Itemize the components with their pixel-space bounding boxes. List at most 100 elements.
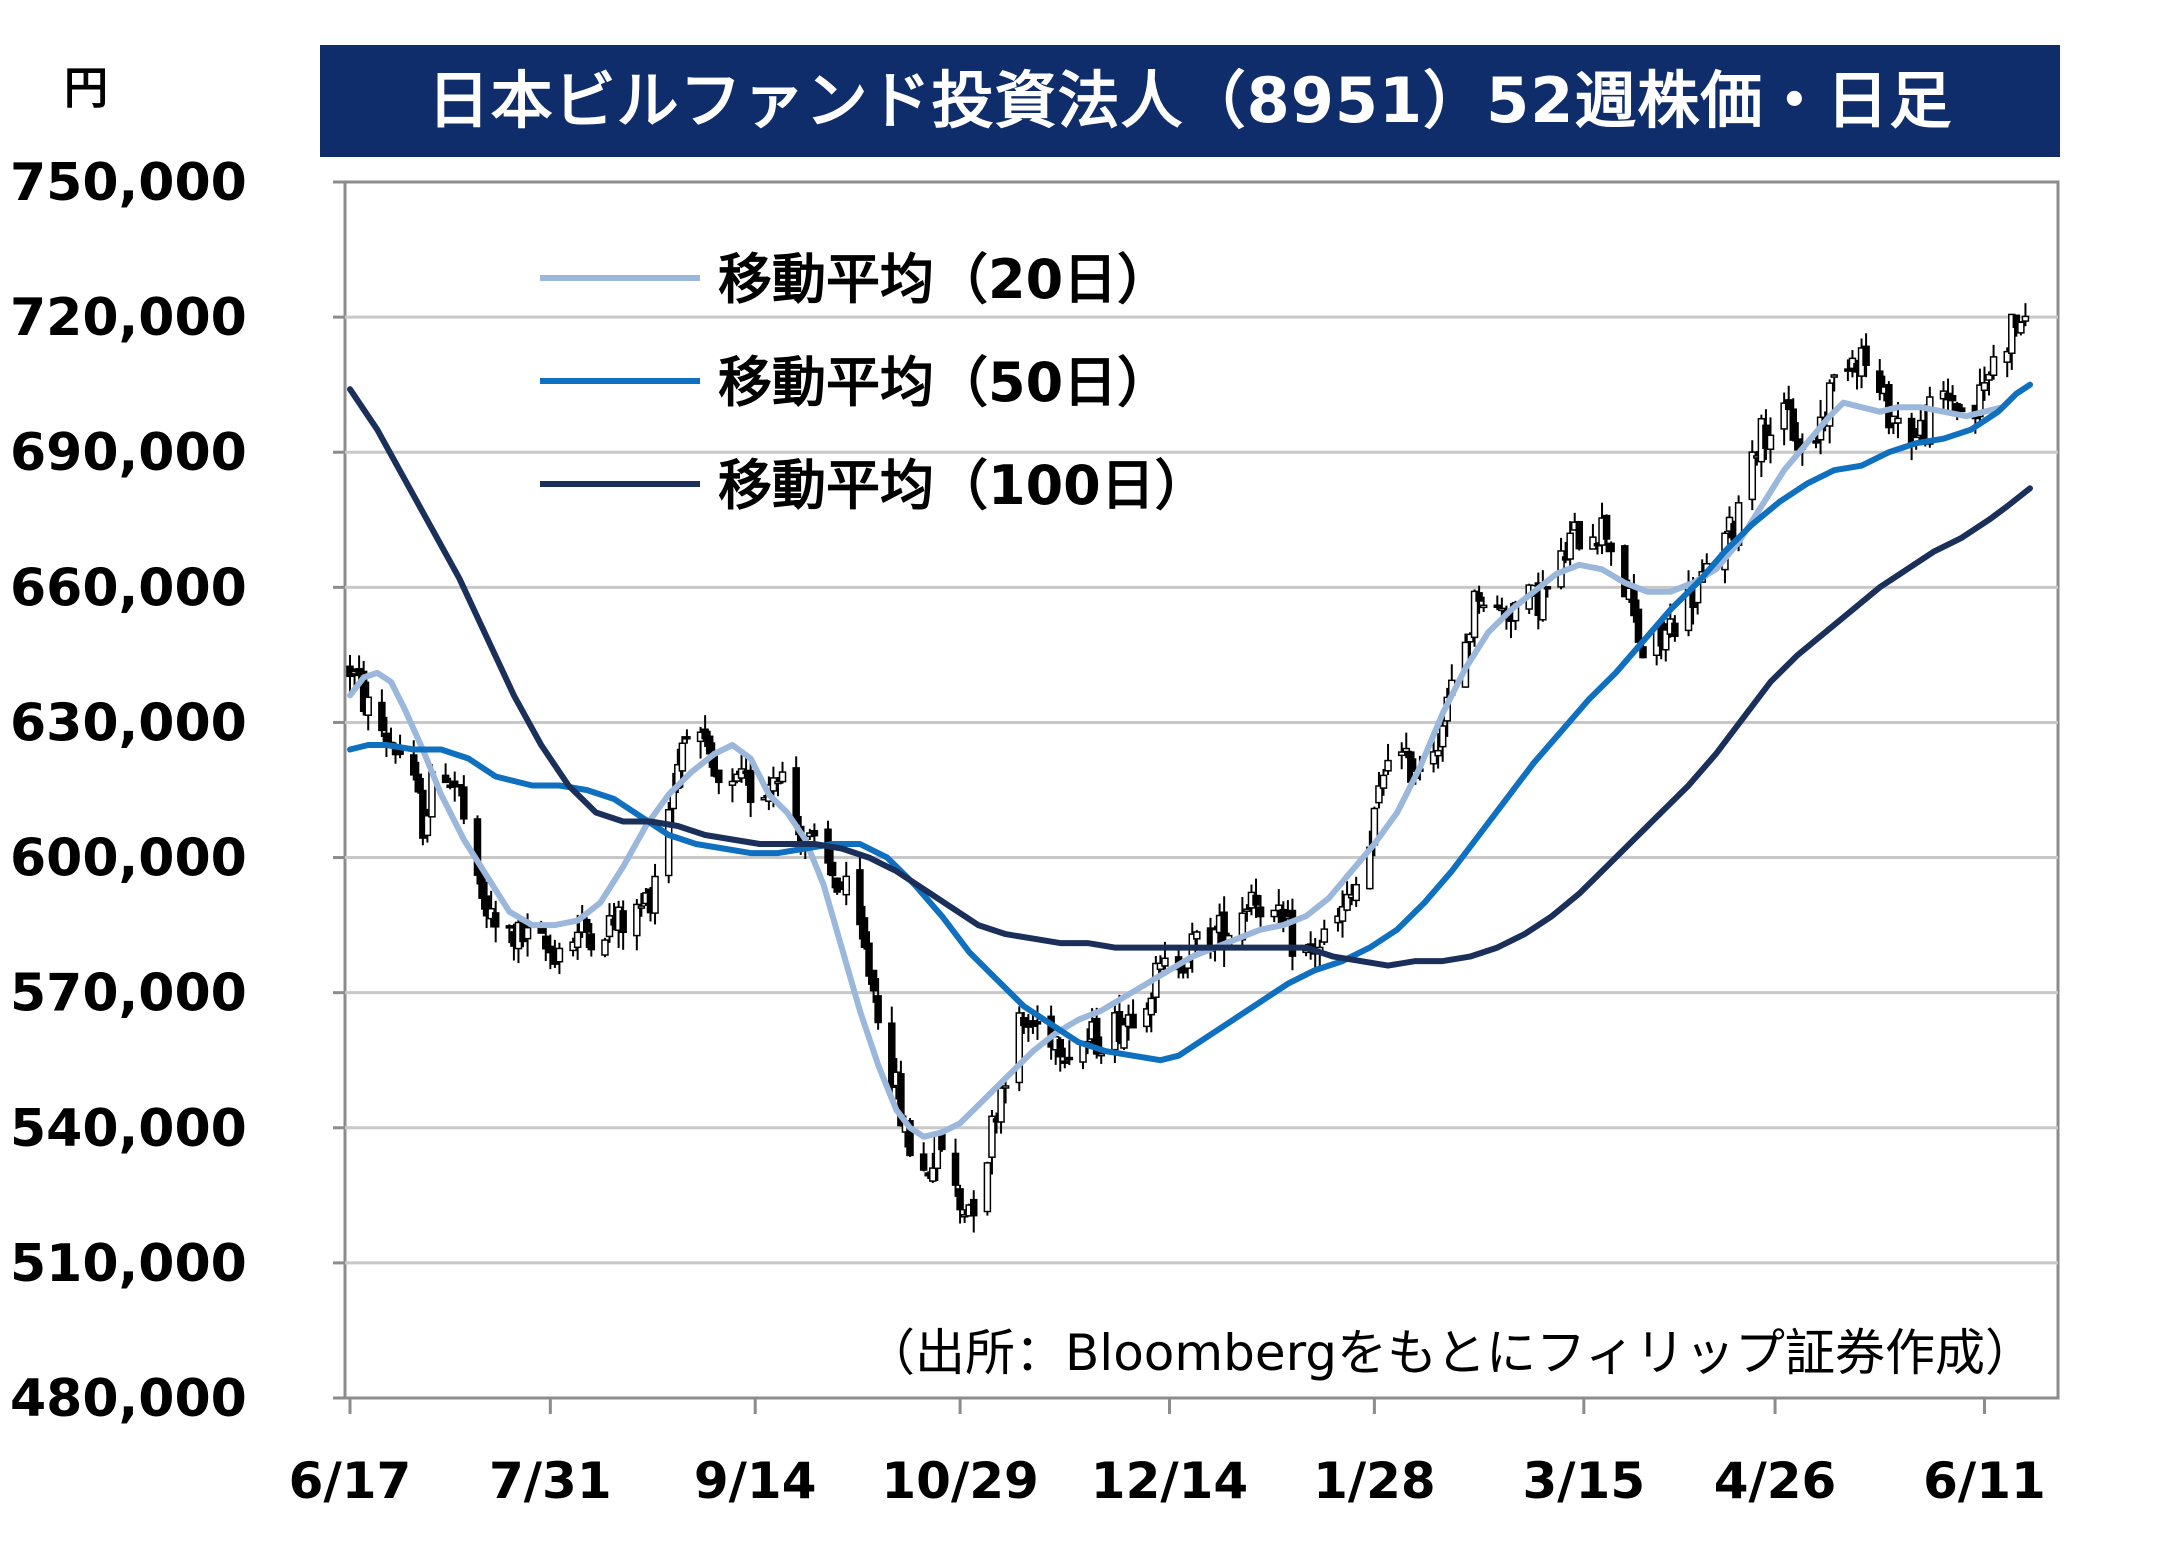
candle (1662, 623, 1670, 662)
candle (664, 801, 673, 884)
candle-body (582, 918, 591, 933)
candle-body (1434, 749, 1442, 757)
candle (828, 849, 837, 889)
candle-body (414, 773, 423, 793)
candle-body (605, 915, 614, 938)
candle-body (619, 910, 627, 934)
candle-body (664, 809, 673, 877)
series-line-2 (347, 381, 2033, 1064)
candle (1493, 595, 1502, 611)
candle (865, 931, 873, 985)
candle-body (1193, 931, 1201, 940)
candle (382, 716, 391, 757)
candle-body (1948, 395, 1957, 402)
candle-body (705, 735, 714, 755)
candle (1876, 359, 1884, 401)
candle-body (1980, 382, 1989, 392)
candle-body (455, 784, 464, 788)
candle (997, 1079, 1005, 1134)
candle-body (1438, 725, 1447, 748)
candle (1179, 962, 1187, 979)
candle-body (1539, 585, 1547, 621)
candle-body (1270, 909, 1278, 918)
candle-body (473, 818, 482, 876)
candle-body (865, 942, 873, 977)
candle-body (1957, 407, 1966, 413)
candle-body (1493, 604, 1502, 609)
candle (1061, 1047, 1069, 1069)
candle (414, 761, 423, 794)
candle (2003, 347, 2011, 378)
candle-body (715, 769, 723, 784)
candle (423, 808, 432, 843)
candle (1543, 586, 1552, 598)
candle (601, 937, 609, 958)
candle (1352, 876, 1360, 907)
legend-label: 移動平均（50日） (718, 351, 1171, 414)
candle (1470, 589, 1479, 647)
x-tick-label: 1/28 (1313, 1452, 1436, 1510)
candle (1288, 898, 1297, 971)
y-tick-label: 630,000 (10, 693, 247, 753)
candle (1789, 398, 1798, 442)
candle (359, 660, 368, 716)
candle-body (1065, 1056, 1074, 1061)
candle-body (810, 829, 819, 837)
candle (1748, 440, 1757, 511)
candle (605, 903, 614, 943)
y-tick-label: 660,000 (10, 558, 247, 618)
candle (1575, 520, 1584, 551)
candle (1142, 1002, 1151, 1033)
candle-body (1602, 514, 1611, 540)
y-tick-label: 750,000 (10, 153, 247, 213)
candle-body (1784, 399, 1793, 410)
x-tick-label: 7/31 (489, 1452, 612, 1510)
candle (619, 900, 627, 950)
candle-body (1429, 751, 1438, 765)
candle-body (1015, 1012, 1024, 1084)
candle (956, 1184, 964, 1224)
candle-body (1288, 909, 1297, 957)
y-tick-label: 540,000 (10, 1099, 247, 1159)
candle (701, 715, 709, 747)
candle-body (2017, 321, 2025, 334)
candle-body (951, 1152, 960, 1186)
plot-area (343, 180, 2060, 1400)
candle-body (2008, 313, 2016, 355)
candle-body (364, 696, 372, 716)
candle (1475, 585, 1483, 614)
candle (888, 1006, 896, 1096)
candle-body (1243, 908, 1251, 912)
y-axis-unit: 円 (64, 63, 108, 114)
candle-body (555, 947, 564, 963)
candle (2008, 313, 2016, 370)
candle-body (1543, 586, 1552, 590)
candle (651, 863, 659, 925)
y-tick-label: 690,000 (10, 423, 247, 483)
candle-body (869, 969, 878, 992)
candle-body (1780, 402, 1788, 430)
candle-body (897, 1073, 905, 1127)
candle (455, 784, 464, 797)
candle-body (956, 1188, 964, 1211)
candle (860, 905, 869, 950)
candle (1429, 740, 1438, 773)
candle (1379, 768, 1388, 796)
candle (683, 729, 691, 744)
candle (1270, 909, 1278, 923)
candle-body (769, 777, 778, 792)
candle (1120, 1017, 1128, 1050)
candle-body (1621, 545, 1629, 598)
candle-body (1976, 384, 1984, 418)
candle-body (359, 670, 368, 713)
candle-body (842, 875, 851, 896)
candle-body (701, 728, 709, 740)
candle-body (1343, 893, 1351, 911)
candle (728, 768, 737, 803)
candle (1830, 373, 1838, 392)
candle (364, 681, 372, 731)
candle (983, 1161, 992, 1216)
candle (441, 763, 450, 784)
candle-body (1352, 883, 1360, 902)
